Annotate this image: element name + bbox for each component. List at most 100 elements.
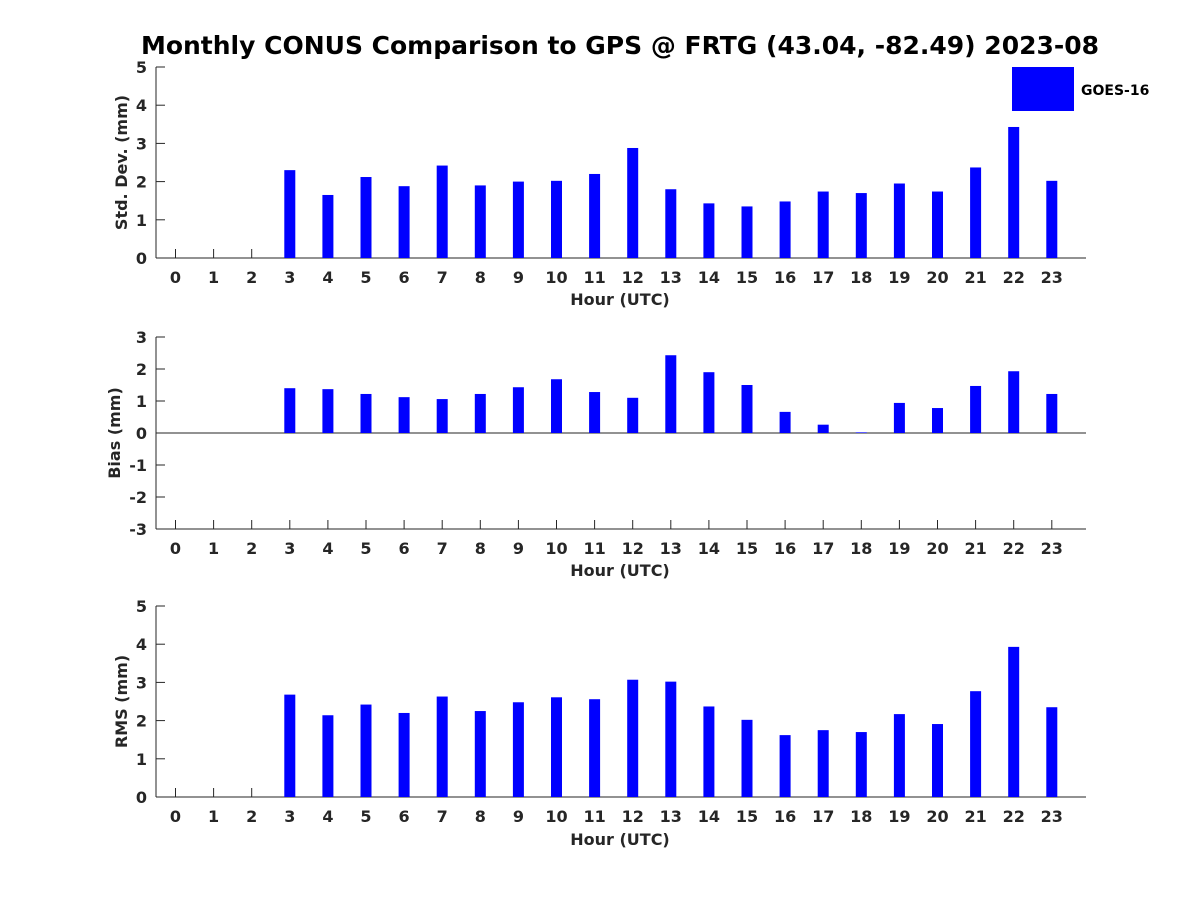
y-tick-label: 4 [136,635,147,654]
x-tick-label: 7 [437,807,448,826]
x-tick-label: 0 [170,539,181,558]
x-tick-label: 13 [660,807,682,826]
y-tick-label: 3 [136,328,147,347]
x-tick-label: 9 [513,268,524,287]
x-tick-label: 16 [774,539,796,558]
bar-bias-hour-13 [665,355,677,433]
x-tick-label: 5 [360,539,371,558]
x-tick-label: 1 [208,807,219,826]
x-tick-label: 13 [660,268,682,287]
y-tick-label: 5 [136,597,147,616]
bar-std-hour-18 [855,193,867,258]
x-tick-label: 1 [208,268,219,287]
bar-rms-hour-7 [436,696,448,797]
y-tick-label: 0 [136,249,147,268]
x-tick-label: 5 [360,807,371,826]
bar-rms-hour-5 [360,704,372,797]
bar-rms-hour-11 [589,699,601,797]
bar-std-hour-20 [932,191,943,258]
x-tick-label: 16 [774,268,796,287]
bar-rms-hour-18 [855,732,867,797]
bar-std-hour-3 [284,170,296,258]
bar-std-hour-5 [360,177,372,258]
bar-bias-hour-19 [893,402,905,433]
bar-rms-hour-19 [893,714,905,797]
x-tick-label: 22 [1003,807,1025,826]
x-tick-label: 4 [322,268,333,287]
x-tick-label: 23 [1041,807,1063,826]
x-tick-label: 13 [660,539,682,558]
x-tick-label: 8 [475,268,486,287]
x-tick-label: 5 [360,268,371,287]
bar-std-hour-14 [703,203,715,258]
bar-rms-hour-10 [551,697,562,797]
x-tick-label: 10 [545,539,567,558]
x-tick-label: 7 [437,268,448,287]
bar-bias-hour-14 [703,372,715,433]
x-tick-label: 2 [246,807,257,826]
x-tick-label: 9 [513,539,524,558]
bar-bias-hour-17 [817,424,829,433]
x-tick-label: 0 [170,807,181,826]
x-tick-label: 0 [170,268,181,287]
bar-std-hour-21 [970,167,982,258]
bar-bias-hour-8 [474,393,486,433]
x-tick-label: 16 [774,807,796,826]
x-tick-label: 14 [698,807,720,826]
y-tick-label: 1 [136,392,147,411]
bar-rms-hour-8 [474,711,486,797]
x-tick-label: 19 [888,539,910,558]
y-tick-label: 2 [136,360,147,379]
bar-std-hour-4 [322,194,334,258]
bar-rms-hour-9 [512,702,524,797]
x-tick-label: 21 [964,268,986,287]
x-tick-label: 18 [850,268,872,287]
x-tick-label: 18 [850,807,872,826]
bar-std-hour-9 [512,181,524,258]
bar-bias-hour-6 [398,397,410,433]
x-tick-label: 11 [583,268,605,287]
x-axis-label: Hour (UTC) [570,561,670,580]
x-tick-label: 10 [545,807,567,826]
x-tick-label: 6 [399,268,410,287]
x-tick-label: 14 [698,268,720,287]
x-tick-label: 3 [284,539,295,558]
legend-label: GOES-16 [1081,83,1149,99]
bar-std-hour-7 [436,165,448,258]
y-tick-label: -2 [129,488,147,507]
legend: GOES-16 [1012,67,1149,111]
bar-bias-hour-11 [589,392,601,433]
x-tick-label: 9 [513,807,524,826]
bar-bias-hour-3 [284,388,296,433]
bar-rms-hour-13 [665,681,677,797]
bar-std-hour-6 [398,186,410,258]
bar-std-hour-22 [1008,126,1020,258]
x-tick-label: 12 [622,539,644,558]
x-tick-label: 20 [926,807,948,826]
bar-std-hour-19 [893,183,905,258]
x-tick-label: 2 [246,268,257,287]
bar-bias-hour-9 [512,387,524,433]
y-tick-label: 0 [136,424,147,443]
bar-bias-hour-4 [322,389,334,433]
bar-rms-hour-4 [322,715,334,797]
bar-rms-hour-6 [398,712,410,797]
y-tick-label: 2 [136,712,147,731]
x-tick-label: 3 [284,807,295,826]
bar-rms-hour-20 [932,724,943,797]
bar-bias-hour-18 [855,432,867,433]
bar-rms-hour-14 [703,706,715,797]
x-tick-label: 15 [736,268,758,287]
x-tick-label: 12 [622,268,644,287]
y-tick-label: 3 [136,134,147,153]
x-tick-label: 22 [1003,268,1025,287]
x-tick-label: 17 [812,807,834,826]
bar-bias-hour-10 [551,379,562,433]
y-axis-label: Bias (mm) [105,387,124,479]
bar-std-hour-8 [474,185,486,258]
y-tick-label: 1 [136,211,147,230]
y-tick-label: 4 [136,96,147,115]
